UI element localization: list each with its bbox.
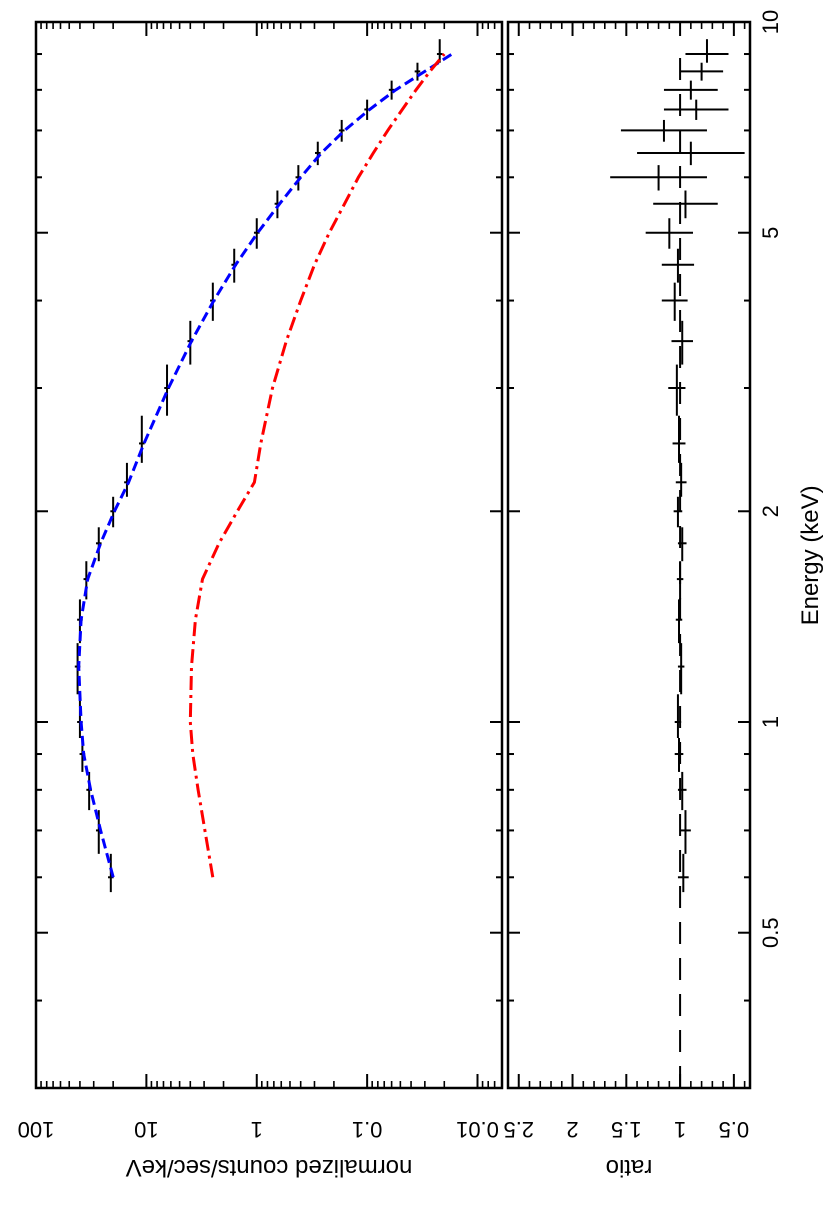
ratio-tick-label: 2.5 <box>503 1117 534 1142</box>
ratio-tick-label: 0.5 <box>719 1117 750 1142</box>
model-total-line <box>77 52 453 878</box>
ratio-frame <box>506 20 752 1090</box>
ratio-panel <box>506 20 752 1090</box>
energy-tick-label: 2 <box>758 505 783 517</box>
x-axis-title: Energy (keV) <box>797 485 824 625</box>
ratio-tick-label: 1.5 <box>611 1117 642 1142</box>
axis-labels: 0.5 1 2 5 10 100 10 1 0.1 0.01 0.5 1 1.5 2 2.5 Energy (… <box>18 10 824 1181</box>
energy-tick-label: 10 <box>758 10 783 34</box>
energy-tick-label: 1 <box>758 716 783 728</box>
count-tick-label: 10 <box>134 1117 158 1142</box>
spectrum-panel <box>34 20 504 1090</box>
y-axis-title-ratio: ratio <box>606 1154 653 1181</box>
count-tick-label: 1 <box>251 1117 263 1142</box>
count-tick-label: 100 <box>18 1117 55 1142</box>
spectrum-frame <box>34 20 504 1090</box>
ratio-tick-label: 1 <box>674 1117 686 1142</box>
energy-tick-label: 5 <box>758 227 783 239</box>
model-component-line <box>188 53 446 878</box>
ratio-tick-label: 2 <box>566 1117 578 1142</box>
energy-tick-label: 0.5 <box>758 917 783 948</box>
count-tick-label: 0.1 <box>352 1117 383 1142</box>
count-tick-label: 0.01 <box>456 1117 499 1142</box>
y-axis-title-counts: normalized counts/sec/keV <box>126 1154 413 1181</box>
